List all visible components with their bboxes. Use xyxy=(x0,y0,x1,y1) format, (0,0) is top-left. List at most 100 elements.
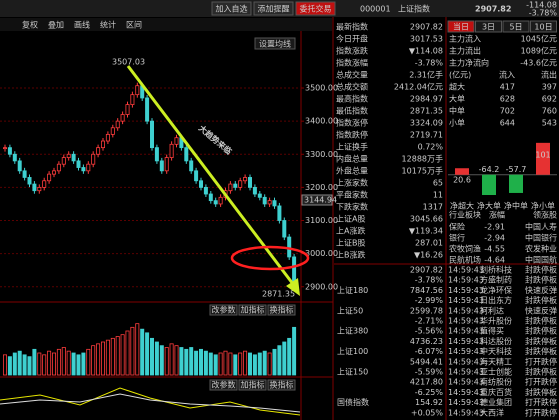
candle xyxy=(267,200,272,205)
alert-stock: 方盛制药 xyxy=(480,275,512,285)
alert-action: 封跌停板 xyxy=(525,367,557,377)
flow-tab-bg[interactable] xyxy=(475,20,502,33)
industry-cell: -2.94 xyxy=(484,234,505,243)
flow-tab-bg[interactable] xyxy=(502,20,530,33)
industry-header: 行业板块 xyxy=(449,210,481,220)
flow-value: -43.6亿元 xyxy=(520,58,557,68)
indicator-button-bg[interactable] xyxy=(209,379,238,391)
last-box xyxy=(301,194,333,206)
flow-cell: 628 xyxy=(500,95,515,104)
volume-bar xyxy=(120,334,125,376)
index-value: -2.71% xyxy=(415,317,444,326)
volume-bar xyxy=(272,348,277,376)
alert-stock: 海天精工 xyxy=(480,356,512,366)
flow-tab[interactable]: 当日 xyxy=(453,22,469,32)
alert-stock: 中天科技 xyxy=(480,346,512,356)
candle xyxy=(125,104,130,115)
candle xyxy=(287,236,292,258)
volume-bar xyxy=(257,352,262,376)
chart-tool[interactable]: 画线 xyxy=(74,20,90,30)
indicator-button[interactable]: 改参数 xyxy=(212,380,236,390)
index-value: 2907.82 xyxy=(410,266,443,275)
indicator-button[interactable]: 换指标 xyxy=(270,305,294,315)
candle xyxy=(22,170,27,178)
indicator-button-bg[interactable] xyxy=(209,304,238,316)
candle xyxy=(42,180,47,188)
toolbar-button-label: 添加提醒 xyxy=(258,4,290,14)
stat-value: 3017.53 xyxy=(410,35,443,44)
indicator-button-bg[interactable] xyxy=(238,379,267,391)
alert-time: 14:59:43 xyxy=(448,357,484,366)
volume-bar xyxy=(110,337,115,376)
quote-code: 000001 xyxy=(360,5,391,14)
flow-value: 1045亿元 xyxy=(521,34,557,44)
volume-bar xyxy=(282,341,287,376)
ma-button-bg[interactable] xyxy=(254,37,296,50)
candle xyxy=(115,120,120,129)
volume-bar xyxy=(101,341,106,376)
indicator-button[interactable]: 换指标 xyxy=(270,380,294,390)
stat-value: ▼114.08 xyxy=(409,47,443,56)
flow-category: 净超大 xyxy=(450,201,474,211)
candle xyxy=(218,196,223,205)
flow-cell: 644 xyxy=(500,119,515,128)
flow-tab[interactable]: 3日 xyxy=(482,23,495,32)
alert-stock: 德业集团 xyxy=(480,397,512,407)
indicator-button-bg[interactable] xyxy=(238,304,267,316)
flow-tab-bg[interactable] xyxy=(530,20,557,33)
flow-cell: 中单 xyxy=(449,106,465,116)
indicator-button-bg[interactable] xyxy=(267,304,296,316)
volume-bar xyxy=(125,330,130,376)
volume-bar xyxy=(130,326,135,376)
candle xyxy=(110,127,115,135)
index-name: 上证380 xyxy=(337,327,368,336)
candle xyxy=(76,160,81,168)
ma-button[interactable]: 设置均线 xyxy=(259,39,291,49)
toolbar-button[interactable] xyxy=(295,1,336,16)
flow-tab[interactable]: 5日 xyxy=(509,23,522,32)
stat-label: 指数涨幅 xyxy=(336,58,368,68)
flow-cell: 大单 xyxy=(449,94,465,104)
alert-stock: 南纺股份 xyxy=(480,377,512,387)
chart-tool[interactable]: 统计 xyxy=(100,20,116,30)
indicator-button-bg[interactable] xyxy=(267,379,296,391)
industry-cell: -2.91 xyxy=(484,223,505,232)
candle xyxy=(7,147,12,155)
alert-time: 14:59:43 xyxy=(448,347,484,356)
chart-tool[interactable]: 区间 xyxy=(126,21,142,30)
indicator-button[interactable]: 改参数 xyxy=(212,305,236,315)
volume-bar xyxy=(267,352,272,376)
alert-action: 封跌停板 xyxy=(525,316,557,326)
y-tick-label: 3000.00 xyxy=(305,249,338,258)
stat-label: 最新指数 xyxy=(336,22,368,32)
indicator-button[interactable]: 加指标 xyxy=(241,305,265,315)
alert-action: 打开跌停 xyxy=(525,356,557,366)
chart-tool[interactable]: 复权 xyxy=(22,20,38,30)
volume-bar xyxy=(228,352,233,376)
stat-value: 2871.35 xyxy=(410,107,443,116)
stat-value: 2.31亿手 xyxy=(409,70,443,80)
flow-tab[interactable]: 10日 xyxy=(534,23,552,32)
alert-time: 14:59:43 xyxy=(448,388,484,397)
alert-action: 封跌停板 xyxy=(525,336,557,346)
alert-stock: 科达股份 xyxy=(480,336,512,346)
candle xyxy=(71,153,76,162)
flow-bar xyxy=(509,174,523,193)
volume-bar xyxy=(37,352,42,376)
industry-cell: 中国人寿 xyxy=(525,222,557,232)
alert-time: 14:59:43 xyxy=(448,368,484,377)
volume-bar xyxy=(91,345,96,376)
alert-action: 打开跌停 xyxy=(525,397,557,407)
candle xyxy=(282,220,287,238)
toolbar-button[interactable] xyxy=(253,1,294,16)
candle xyxy=(194,170,199,182)
indicator-button[interactable]: 加指标 xyxy=(241,380,265,390)
candle xyxy=(208,193,213,202)
volume-bar xyxy=(56,348,61,376)
toolbar-button[interactable] xyxy=(211,1,252,16)
flow-tab-bg[interactable] xyxy=(447,20,475,33)
index-value: 7847.56 xyxy=(410,286,443,295)
volume-bar xyxy=(81,352,86,376)
candle xyxy=(198,180,203,188)
chart-tool[interactable]: 叠加 xyxy=(48,20,64,30)
